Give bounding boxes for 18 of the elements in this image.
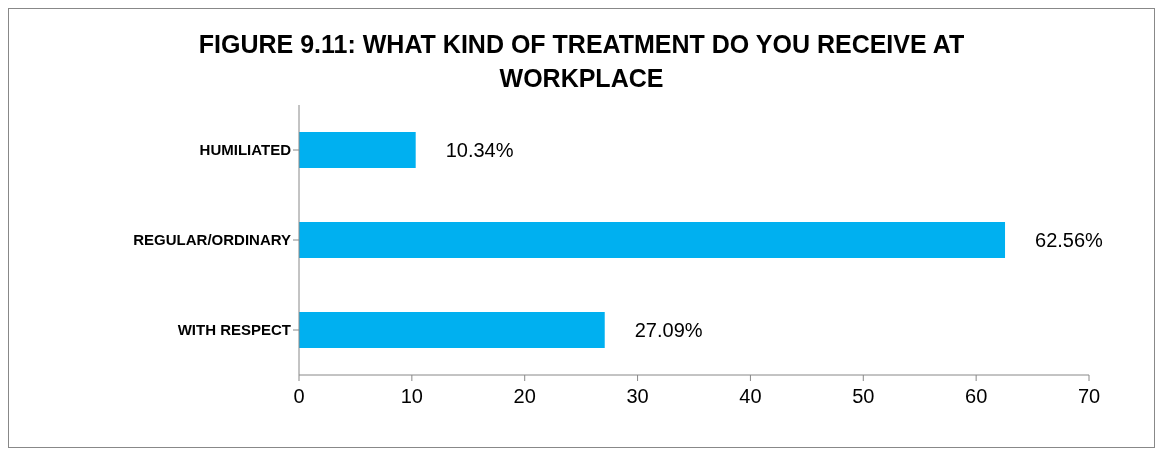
data-label: 10.34% (445, 139, 514, 161)
bar (299, 222, 1006, 258)
y-tick-label: REGULAR/ORDINARY (133, 231, 291, 249)
x-tick-label: 60 (965, 385, 988, 408)
bar (299, 132, 416, 168)
x-tick-label: 30 (626, 385, 649, 408)
y-tick-label: HUMILIATED (199, 141, 292, 159)
x-tick-label: 10 (400, 385, 423, 408)
x-tick-label: 50 (852, 385, 875, 408)
x-tick-label: 20 (513, 385, 536, 408)
x-tick-label: 70 (1077, 385, 1101, 408)
x-tick-label: 0 (293, 385, 305, 408)
y-tick-label: WITH RESPECT (177, 321, 291, 339)
data-label: 27.09% (634, 319, 703, 341)
x-tick-label: 40 (739, 385, 762, 408)
chart-title: FIGURE 9.11: WHAT KIND OF TREATMENT DO YOU RECEIVE AT WORKPLACE (197, 29, 966, 94)
bar (299, 312, 605, 348)
data-label: 62.56% (1035, 229, 1104, 251)
